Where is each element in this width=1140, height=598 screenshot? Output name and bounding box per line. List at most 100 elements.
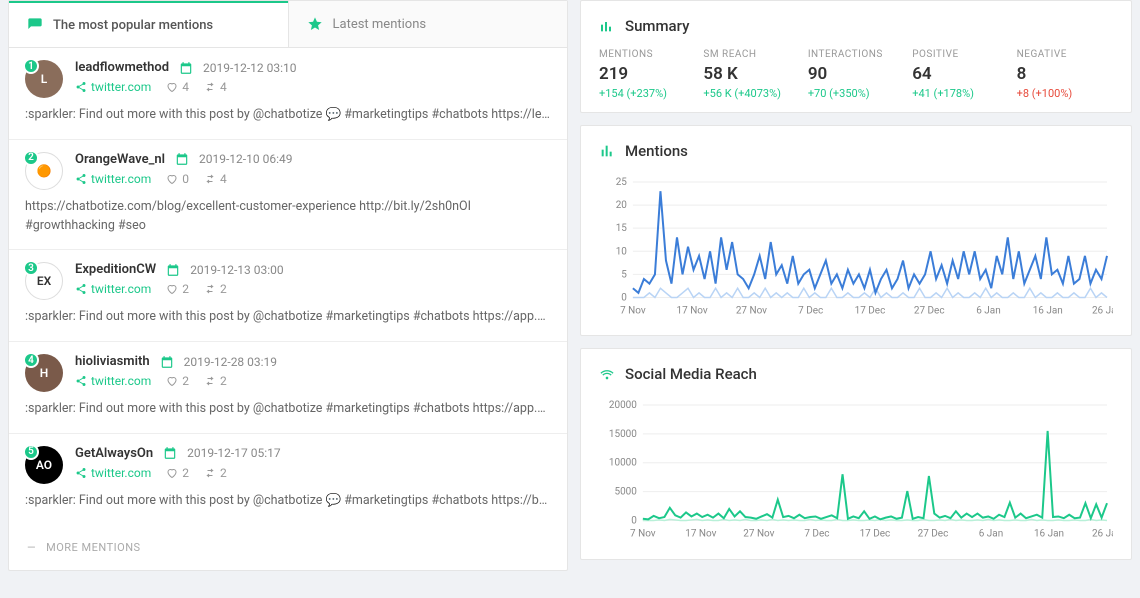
svg-text:27 Nov: 27 Nov <box>743 529 774 540</box>
mention-timestamp: 2019-12-12 03:10 <box>203 61 296 75</box>
avatar-wrap: L 1 <box>25 60 63 98</box>
mention-author[interactable]: leadflowmethod <box>75 60 169 75</box>
mentions-panel: The most popular mentions Latest mention… <box>8 0 568 571</box>
rank-badge: 2 <box>23 150 39 166</box>
svg-text:26 Jan: 26 Jan <box>1092 529 1113 540</box>
svg-text:7 Dec: 7 Dec <box>798 305 823 316</box>
bar-chart-icon <box>599 143 615 159</box>
svg-text:20: 20 <box>616 200 628 211</box>
svg-text:25: 25 <box>616 177 628 188</box>
mention-author[interactable]: OrangeWave_nl <box>75 152 165 167</box>
summary-value: 64 <box>912 64 1008 84</box>
mention-item[interactable]: 🟠 2 OrangeWave_nl 2019-12-10 06:49 <box>9 140 567 251</box>
svg-text:5: 5 <box>621 269 627 280</box>
mention-body: :sparkler: Find out more with this post … <box>25 106 551 125</box>
retweets-stat: 2 <box>203 466 227 480</box>
hearts-stat: 2 <box>165 282 189 296</box>
summary-label: POSITIVE <box>912 49 1008 60</box>
chat-icon <box>27 17 43 33</box>
mentions-chart-panel: Mentions 05101520257 Nov17 Nov27 Nov7 De… <box>580 125 1132 336</box>
mentions-list: L 1 leadflowmethod 2019-12-12 03:10 <box>9 48 567 525</box>
share-icon <box>75 375 87 387</box>
svg-text:16 Jan: 16 Jan <box>1033 305 1063 316</box>
svg-text:7 Nov: 7 Nov <box>630 529 656 540</box>
svg-text:17 Nov: 17 Nov <box>677 305 708 316</box>
summary-label: MENTIONS <box>599 49 695 60</box>
mentions-chart-title-row: Mentions <box>599 142 1113 160</box>
retweets-stat: 4 <box>203 172 227 186</box>
svg-text:10: 10 <box>616 246 628 257</box>
avatar-wrap: EX 3 <box>25 262 63 300</box>
mention-body: :sparkler: Find out more with this post … <box>25 400 551 419</box>
summary-label: INTERACTIONS <box>808 49 904 60</box>
tab-popular-label: The most popular mentions <box>53 18 213 33</box>
mention-author[interactable]: ExpeditionCW <box>75 262 156 277</box>
svg-text:27 Dec: 27 Dec <box>914 305 945 316</box>
svg-text:6 Jan: 6 Jan <box>979 529 1003 540</box>
summary-cell: INTERACTIONS 90 +70 (+350%) <box>808 49 904 100</box>
reach-chart-title: Social Media Reach <box>625 365 757 383</box>
mention-author[interactable]: hioliviasmith <box>75 354 150 369</box>
svg-text:0: 0 <box>631 516 637 527</box>
svg-text:17 Nov: 17 Nov <box>685 529 716 540</box>
mentions-tabs: The most popular mentions Latest mention… <box>9 1 567 48</box>
rank-badge: 5 <box>23 444 39 460</box>
summary-value: 219 <box>599 64 695 84</box>
mention-item[interactable]: EX 3 ExpeditionCW 2019-12-13 03:00 <box>9 250 567 342</box>
mention-item[interactable]: AO 5 GetAlwaysOn 2019-12-17 05:17 <box>9 434 567 525</box>
mention-item[interactable]: H 4 hioliviasmith 2019-12-28 03:19 <box>9 342 567 434</box>
svg-text:0: 0 <box>621 292 627 303</box>
summary-delta: +8 (+100%) <box>1017 87 1113 100</box>
summary-value: 90 <box>808 64 904 84</box>
avatar-wrap: H 4 <box>25 354 63 392</box>
mention-source[interactable]: twitter.com <box>75 282 151 296</box>
retweets-stat: 2 <box>203 282 227 296</box>
summary-label: SM REACH <box>703 49 799 60</box>
svg-text:5000: 5000 <box>614 487 637 498</box>
summary-delta: +41 (+178%) <box>912 87 1008 100</box>
mention-timestamp: 2019-12-28 03:19 <box>184 355 277 369</box>
mention-body: :sparkler: Find out more with this post … <box>25 308 551 327</box>
reach-chart-panel: Social Media Reach 050001000015000200007… <box>580 348 1132 559</box>
mention-timestamp: 2019-12-17 05:17 <box>187 446 280 460</box>
summary-title: Summary <box>625 17 689 35</box>
mention-author[interactable]: GetAlwaysOn <box>75 446 153 461</box>
mention-body: https://chatbotize.com/blog/excellent-cu… <box>25 198 551 236</box>
retweets-stat: 2 <box>203 374 227 388</box>
tab-latest[interactable]: Latest mentions <box>288 1 568 47</box>
mentions-chart: 05101520257 Nov17 Nov27 Nov7 Dec17 Dec27… <box>599 174 1113 323</box>
mention-source[interactable]: twitter.com <box>75 466 151 480</box>
mention-source[interactable]: twitter.com <box>75 374 151 388</box>
mention-source[interactable]: twitter.com <box>75 172 151 186</box>
summary-row: MENTIONS 219 +154 (+237%) SM REACH 58 K … <box>599 49 1113 100</box>
svg-text:17 Dec: 17 Dec <box>855 305 886 316</box>
calendar-icon <box>179 61 193 75</box>
summary-cell: NEGATIVE 8 +8 (+100%) <box>1017 49 1113 100</box>
avatar-wrap: 🟠 2 <box>25 152 63 190</box>
summary-delta: +70 (+350%) <box>808 87 904 100</box>
more-mentions-label: MORE MENTIONS <box>46 541 140 554</box>
summary-cell: MENTIONS 219 +154 (+237%) <box>599 49 695 100</box>
reach-chart: 050001000015000200007 Nov17 Nov27 Nov7 D… <box>599 397 1113 546</box>
calendar-icon <box>166 263 180 277</box>
mention-source[interactable]: twitter.com <box>75 80 151 94</box>
summary-panel: Summary MENTIONS 219 +154 (+237%) SM REA… <box>580 0 1132 113</box>
mention-body: :sparkler: Find out more with this post … <box>25 492 551 511</box>
more-mentions-button[interactable]: — MORE MENTIONS <box>9 525 567 570</box>
summary-value: 8 <box>1017 64 1113 84</box>
svg-text:27 Dec: 27 Dec <box>918 529 949 540</box>
summary-cell: SM REACH 58 K +56 K (+4073%) <box>703 49 799 100</box>
svg-text:17 Dec: 17 Dec <box>860 529 891 540</box>
tab-popular[interactable]: The most popular mentions <box>9 1 288 47</box>
share-icon <box>75 173 87 185</box>
svg-text:26 Jan: 26 Jan <box>1092 305 1113 316</box>
mention-item[interactable]: L 1 leadflowmethod 2019-12-12 03:10 <box>9 48 567 140</box>
summary-delta: +56 K (+4073%) <box>703 87 799 100</box>
summary-title-row: Summary <box>599 17 1113 35</box>
avatar-wrap: AO 5 <box>25 446 63 484</box>
star-icon <box>307 16 323 32</box>
rank-badge: 1 <box>23 58 39 74</box>
calendar-icon <box>163 446 177 460</box>
summary-label: NEGATIVE <box>1017 49 1113 60</box>
hearts-stat: 2 <box>165 374 189 388</box>
